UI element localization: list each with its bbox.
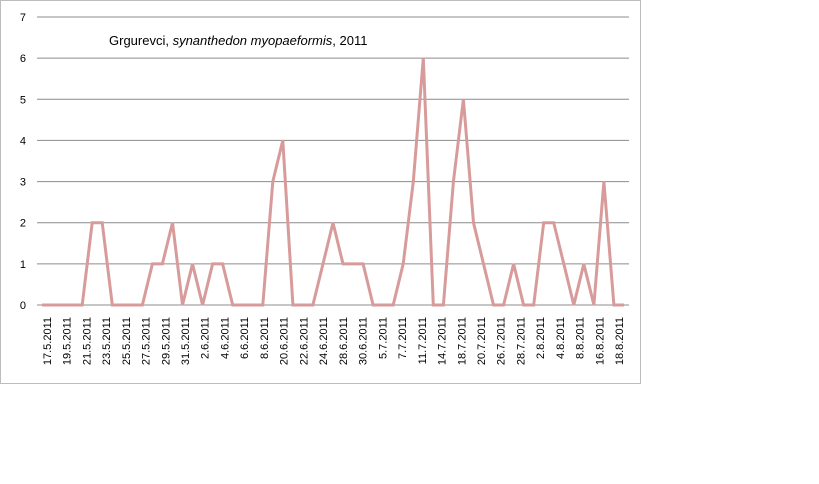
x-tick-label: 25.5.2011 [121,317,133,365]
x-tick-label: 20.7.2011 [476,317,488,365]
x-tick-label: 18.7.2011 [456,317,468,365]
x-tick-label: 24.6.2011 [318,317,330,365]
y-tick-label: 4 [20,135,26,147]
x-tick-label: 7.7.2011 [397,317,409,359]
title-location: Grgurevci, [109,33,173,48]
x-tick-label: 6.6.2011 [239,317,251,359]
line-chart: 0 1 2 3 4 5 6 7 17.5.2011 19.5.2011 21.5.2011 23.5… [20,12,629,365]
x-tick-label: 16.8.2011 [594,317,606,365]
y-tick-label: 7 [20,12,26,24]
x-tick-label: 18.8.2011 [614,317,626,365]
x-tick-label: 11.7.2011 [417,317,429,364]
y-tick-label: 1 [20,259,26,271]
x-tick-label: 29.5.2011 [160,317,172,365]
x-tick-label: 28.6.2011 [338,317,350,365]
x-tick-label: 4.6.2011 [220,317,232,359]
x-tick-label: 20.6.2011 [279,317,291,365]
y-tick-label: 0 [20,300,26,312]
x-tick-label: 23.5.2011 [101,317,113,365]
y-tick-label: 6 [20,53,26,65]
chart-frame: 0 1 2 3 4 5 6 7 17.5.2011 19.5.2011 21.5.2011 23.5… [0,0,641,384]
x-tick-label: 28.7.2011 [516,317,528,365]
title-species: synanthedon myopaeformis [173,33,333,48]
x-tick-label: 8.6.2011 [259,317,271,359]
y-tick-label: 5 [20,94,26,106]
y-tick-label: 2 [20,218,26,230]
x-tick-label: 22.6.2011 [298,317,310,365]
x-tick-label: 30.6.2011 [358,317,370,365]
x-tick-label: 14.7.2011 [437,317,449,365]
gridlines [37,16,629,306]
x-tick-label: 2.6.2011 [200,317,212,359]
x-tick-label: 8.8.2011 [575,317,587,359]
x-tick-label: 2.8.2011 [535,317,547,359]
x-tick-label: 21.5.2011 [81,317,93,365]
title-year: , 2011 [332,33,367,48]
x-tick-label: 31.5.2011 [180,317,192,365]
x-tick-label: 17.5.2011 [42,317,54,365]
x-tick-label: 19.5.2011 [62,317,74,365]
x-tick-label: 27.5.2011 [141,317,153,365]
x-tick-label: 26.7.2011 [496,317,508,365]
y-axis-ticks: 0 1 2 3 4 5 6 7 [20,12,26,312]
x-tick-label: 5.7.2011 [377,317,389,359]
x-axis-ticks: 17.5.2011 19.5.2011 21.5.2011 23.5.2011 25.5… [42,317,626,365]
chart-title: Grgurevci, synanthedon myopaeformis, 201… [109,33,367,48]
series-line [42,57,624,307]
y-tick-label: 3 [20,177,26,189]
x-tick-label: 4.8.2011 [555,317,567,359]
